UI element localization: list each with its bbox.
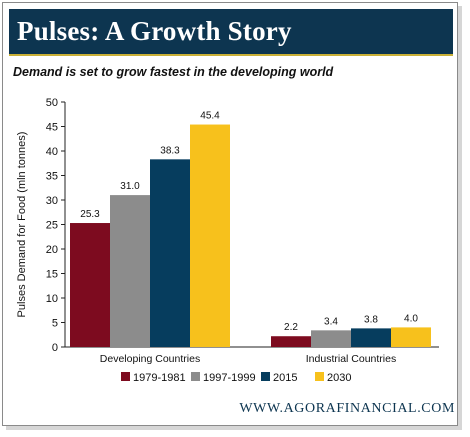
data-label: 38.3 <box>160 145 180 156</box>
y-tick-label: 30 <box>46 195 58 207</box>
legend-label: 1997-1999 <box>203 372 256 384</box>
y-axis-label: Pulses Demand for Food (mln tonnes) <box>16 132 28 318</box>
y-tick-label: 20 <box>46 244 58 256</box>
legend-label: 2015 <box>273 372 297 384</box>
bar <box>150 159 190 347</box>
data-label: 45.4 <box>200 111 220 122</box>
bar <box>391 327 431 347</box>
data-label: 4.0 <box>404 313 418 324</box>
chart-subtitle: Demand is set to grow fastest in the dev… <box>13 65 334 79</box>
bar-chart: 0 5 10 15 20 25 30 35 40 45 50 Pulses Demand for Fo… <box>16 97 439 384</box>
chart-title: Pulses: A Growth Story <box>17 16 292 46</box>
header-banner: Pulses: A Growth Story <box>9 9 453 56</box>
legend-label: 1979-1981 <box>133 372 186 384</box>
data-label: 2.2 <box>284 322 298 333</box>
y-tick-label: 15 <box>46 269 58 281</box>
legend-label: 2030 <box>327 372 351 384</box>
legend-swatch <box>121 372 130 381</box>
bar <box>190 124 230 347</box>
y-tick-label: 45 <box>46 122 58 134</box>
y-tick-label: 35 <box>46 171 58 183</box>
bar <box>110 195 150 347</box>
y-tick-label: 0 <box>52 342 58 354</box>
y-tick-label: 25 <box>46 220 58 232</box>
legend-swatch <box>261 372 270 381</box>
bar <box>271 336 311 347</box>
y-tick-label: 5 <box>52 318 58 330</box>
bar <box>311 330 351 347</box>
y-tick-label: 40 <box>46 146 58 158</box>
data-label: 31.0 <box>120 181 140 192</box>
footer-url[interactable]: WWW.AGORAFINANCIAL.COM <box>239 401 455 416</box>
legend-swatch <box>191 372 200 381</box>
data-label: 25.3 <box>80 209 100 220</box>
bar <box>351 328 391 347</box>
y-tick-label: 50 <box>46 97 58 109</box>
bar <box>70 223 110 347</box>
data-label: 3.8 <box>364 314 378 325</box>
category-label: Developing Countries <box>100 353 200 365</box>
y-tick-label: 10 <box>46 293 58 305</box>
data-label: 3.4 <box>324 316 338 327</box>
category-label: Industrial Countries <box>306 353 396 365</box>
legend-swatch <box>315 372 324 381</box>
chart-card: Pulses: A Growth Story Demand is set to … <box>2 2 458 426</box>
